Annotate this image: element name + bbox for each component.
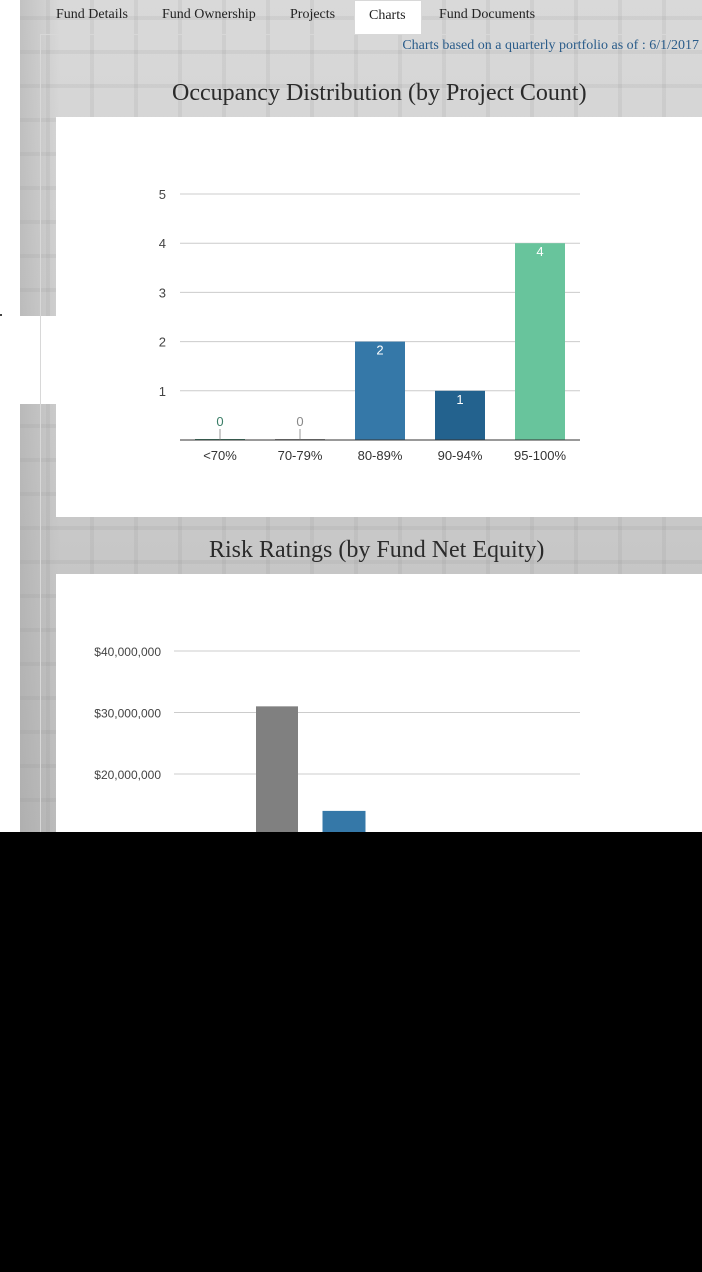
x-tick-label-<70%: <70%	[203, 448, 237, 463]
data-label-95-100%: 4	[536, 244, 543, 259]
risk-bar-1	[256, 706, 298, 832]
tab-fund-details[interactable]: Fund Details	[56, 7, 128, 22]
data-label-70-79%: 0	[296, 414, 303, 429]
background-gap	[20, 316, 56, 404]
tab-projects[interactable]: Projects	[290, 7, 336, 22]
x-tick-label-70-79%: 70-79%	[278, 448, 323, 463]
risk-chart-card: $40,000,000 $30,000,000 $20,000,000	[56, 574, 702, 832]
x-tick-label-90-94%: 90-94%	[438, 448, 483, 463]
occupancy-chart-title: Occupancy Distribution (by Project Count…	[172, 80, 587, 106]
risk-chart-title: Risk Ratings (by Fund Net Equity)	[209, 537, 545, 563]
risk-bar-chart: $40,000,000 $30,000,000 $20,000,000	[94, 645, 580, 832]
data-label-90-94%: 1	[456, 392, 463, 407]
tab-fund-documents[interactable]: Fund Documents	[439, 7, 536, 22]
bar-90-94%	[435, 390, 485, 440]
data-label-80-89%: 2	[376, 343, 383, 358]
risk-bar-2	[322, 810, 366, 832]
tab-bar: Fund Details Fund Ownership Projects Cha…	[0, 0, 702, 35]
tab-panel	[40, 34, 702, 832]
y-tick-label-2: 2	[159, 335, 166, 350]
page-viewport: Fund Details Fund Ownership Projects Cha…	[0, 0, 702, 832]
y-tick-label-1: 1	[159, 384, 166, 399]
y-tick-label-5: 5	[159, 187, 166, 202]
x-tick-label-95-100%: 95-100%	[514, 448, 566, 463]
x-tick-label-80-89%: 80-89%	[358, 448, 403, 463]
data-label-<70%: 0	[216, 414, 223, 429]
y-tick-label-$40,000,000: $40,000,000	[94, 645, 161, 659]
portfolio-as-of-note: Charts based on a quarterly portfolio as…	[402, 38, 699, 53]
bar-95-100%	[515, 243, 565, 440]
bar-80-89%	[355, 341, 405, 440]
edge-mark	[0, 314, 2, 316]
tab-charts[interactable]: Charts	[354, 0, 422, 35]
y-tick-label-4: 4	[159, 236, 166, 251]
y-tick-label-3: 3	[159, 285, 166, 300]
y-tick-label-$20,000,000: $20,000,000	[94, 768, 161, 782]
occupancy-chart-card: 1 2 3 4 5 0 <70% 0 70-79% 2 80-89% 1 90-94% 4 95-100%	[56, 117, 702, 517]
occupancy-bar-chart: 1 2 3 4 5 0 <70% 0 70-79% 2 80-89% 1 90-94% 4 95-100%	[159, 187, 580, 463]
tab-fund-ownership[interactable]: Fund Ownership	[162, 7, 256, 22]
y-tick-label-$30,000,000: $30,000,000	[94, 707, 161, 721]
